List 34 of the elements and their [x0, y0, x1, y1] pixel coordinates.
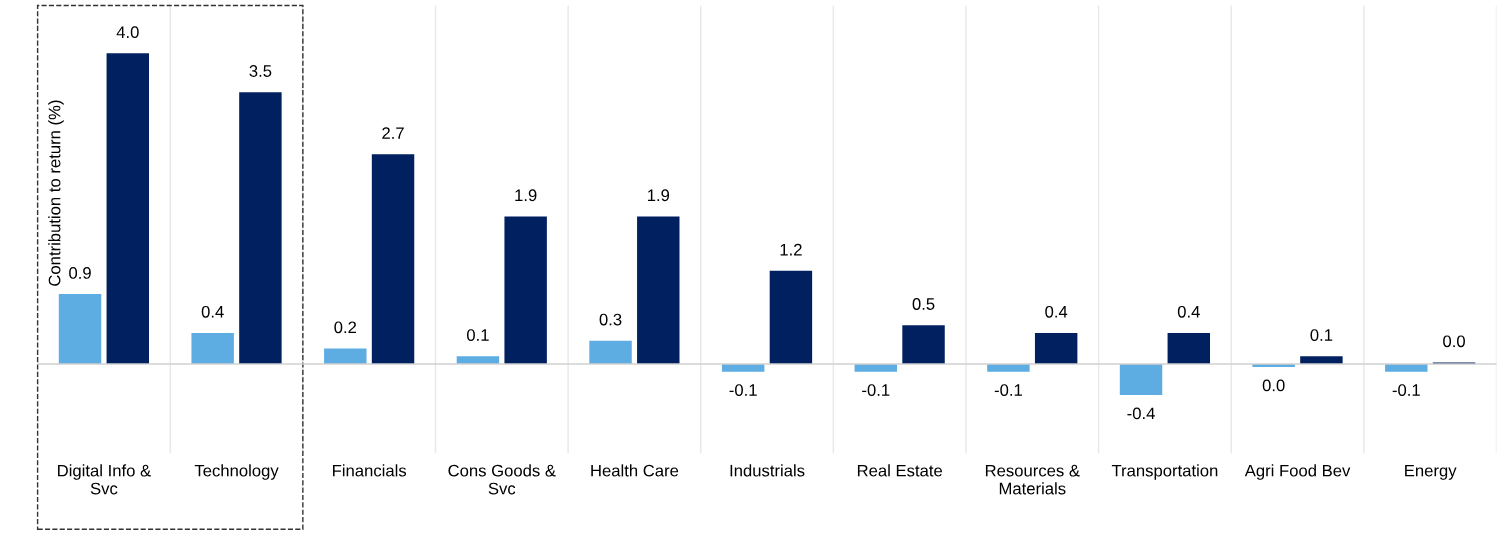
- data-label: 3.5: [249, 65, 272, 77]
- data-label: 0.0: [1443, 335, 1465, 348]
- data-label: 1.9: [515, 189, 537, 202]
- data-label: 2.7: [382, 127, 404, 139]
- data-label: -0.1: [729, 384, 757, 396]
- data-label: 0.0: [1262, 379, 1285, 392]
- x-tick-label: Health Care: [591, 464, 679, 477]
- x-tick-label: Digital Info & Svc: [58, 464, 151, 495]
- data-label: 0.4: [1045, 305, 1068, 318]
- x-tick-label: Resources & Materials: [985, 464, 1080, 495]
- data-label: 0.9: [69, 267, 91, 279]
- y-axis-title: Contribution to return (%): [48, 100, 64, 286]
- data-label: 1.2: [780, 243, 802, 256]
- x-tick-label: Transportation: [1111, 464, 1218, 480]
- x-tick-label: Real Estate: [857, 464, 943, 477]
- data-label: -0.4: [1127, 407, 1155, 420]
- data-label: 0.3: [599, 313, 622, 326]
- data-label: 4.0: [116, 26, 139, 39]
- data-label: 0.1: [466, 329, 489, 341]
- data-label: -0.1: [994, 384, 1022, 396]
- x-tick-label: Energy: [1405, 464, 1457, 480]
- data-label: -0.1: [1392, 384, 1420, 396]
- x-tick-label: Cons Goods & Svc: [448, 464, 556, 495]
- data-label: 0.1: [1310, 329, 1333, 341]
- data-label: 0.5: [912, 298, 935, 310]
- data-label: 0.4: [201, 305, 224, 318]
- data-label: 0.2: [334, 321, 357, 334]
- x-tick-label: Industrials: [730, 464, 805, 477]
- data-label: 1.9: [647, 189, 670, 202]
- data-label: 0.4: [1177, 305, 1200, 318]
- x-tick-label: Agri Food Bev: [1244, 464, 1351, 480]
- x-tick-label: Financials: [333, 464, 407, 477]
- data-label: -0.1: [862, 384, 890, 396]
- x-tick-label: Technology: [194, 464, 279, 480]
